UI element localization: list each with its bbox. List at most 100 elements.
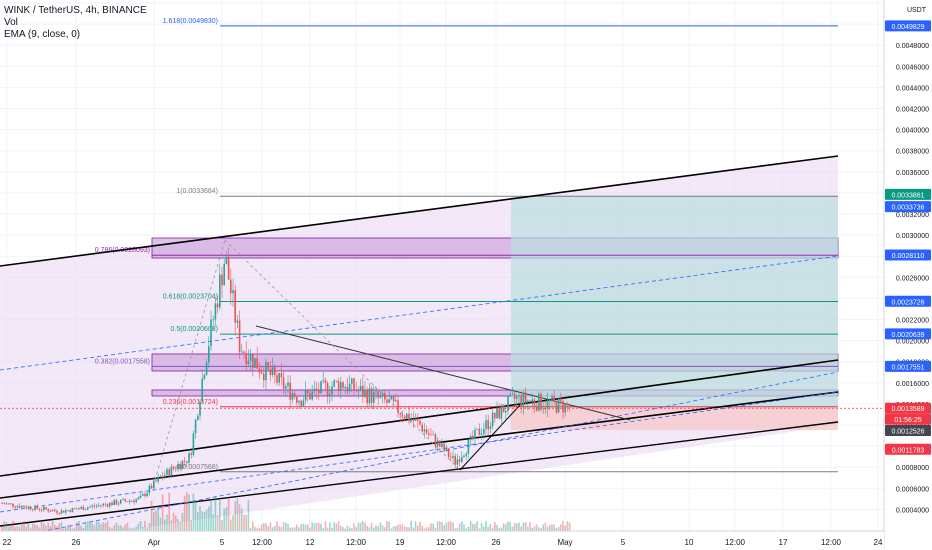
candle-body bbox=[252, 353, 254, 368]
volume-bar bbox=[203, 512, 206, 531]
candle-body bbox=[513, 393, 516, 399]
volume-bar bbox=[225, 507, 228, 531]
time-tick-label: Apr bbox=[148, 538, 161, 547]
time-tick-label: 5 bbox=[621, 538, 626, 547]
candle-body bbox=[549, 399, 551, 402]
volume-bar bbox=[408, 527, 410, 531]
candle-body bbox=[509, 394, 511, 397]
candle-body bbox=[291, 393, 294, 400]
volume-bar bbox=[183, 495, 186, 531]
candle-body bbox=[65, 510, 67, 513]
volume-bar bbox=[568, 522, 571, 531]
volume-bar bbox=[439, 521, 441, 531]
candle-body bbox=[348, 383, 351, 392]
candle-body bbox=[557, 398, 560, 413]
candle-body bbox=[278, 373, 280, 383]
candle-body bbox=[326, 382, 329, 396]
price-tick-label: 0.0046000 bbox=[896, 64, 929, 71]
candle-body bbox=[115, 500, 118, 505]
volume-bar bbox=[474, 523, 476, 531]
volume-bar bbox=[478, 528, 481, 531]
volume-bar bbox=[252, 521, 254, 531]
candle-body bbox=[128, 500, 131, 502]
volume-bar bbox=[366, 525, 368, 531]
volume-bar bbox=[199, 506, 201, 531]
volume-bar bbox=[238, 504, 241, 531]
time-tick-label: 10 bbox=[685, 538, 694, 547]
volume-bar bbox=[265, 523, 267, 531]
candle-body bbox=[82, 507, 85, 511]
volume-bar bbox=[208, 506, 210, 531]
candle-body bbox=[355, 390, 357, 392]
candle-body bbox=[555, 401, 558, 413]
candle-body bbox=[216, 303, 219, 308]
volume-bar bbox=[346, 525, 349, 531]
volume-bar bbox=[122, 527, 124, 531]
volume-bar bbox=[322, 528, 324, 531]
candle-body bbox=[139, 495, 142, 498]
price-label-text: 0.0033736 bbox=[891, 205, 924, 212]
volume-bar bbox=[467, 526, 470, 531]
symbol-title[interactable]: WINK / TetherUS, 4h, BINANCE bbox=[4, 5, 147, 16]
price-tick-label: 0.0042000 bbox=[896, 107, 929, 114]
candle-body bbox=[177, 464, 179, 470]
volume-bar bbox=[410, 520, 412, 531]
volume-bar bbox=[318, 522, 320, 531]
volume-indicator-label[interactable]: Vol bbox=[4, 17, 18, 28]
candle-body bbox=[87, 507, 89, 510]
volume-bar bbox=[421, 525, 423, 531]
candle-body bbox=[274, 367, 276, 376]
candle-body bbox=[568, 405, 571, 408]
volume-bar bbox=[428, 527, 430, 531]
price-label-bg bbox=[885, 413, 931, 425]
volume-bar bbox=[502, 523, 505, 531]
volume-bar bbox=[274, 525, 276, 531]
trend-line bbox=[0, 421, 839, 527]
volume-bar bbox=[267, 525, 269, 531]
candle-body bbox=[148, 485, 151, 493]
volume-bar bbox=[91, 523, 93, 531]
candle-body bbox=[390, 396, 393, 400]
volume-bar bbox=[234, 501, 236, 531]
candle-body bbox=[520, 395, 522, 407]
candle-body bbox=[126, 501, 129, 503]
volume-bar bbox=[494, 522, 496, 531]
candle-body bbox=[324, 380, 327, 383]
volume-bar bbox=[100, 524, 102, 531]
candle-body bbox=[91, 505, 93, 507]
time-tick-label: 24 bbox=[874, 538, 883, 547]
volume-bar bbox=[388, 521, 390, 531]
candle-body bbox=[267, 362, 269, 370]
volume-bar bbox=[263, 523, 265, 531]
price-label-text: 01:56:25 bbox=[894, 417, 921, 424]
volume-bar bbox=[67, 524, 69, 531]
candle-body bbox=[518, 395, 520, 397]
price-tick-label: 0.0020000 bbox=[896, 339, 929, 346]
candle-body bbox=[553, 396, 555, 402]
volume-bar bbox=[432, 523, 434, 531]
fib-level-label: 0.382(0.0017558) bbox=[95, 358, 150, 365]
price-label-bg bbox=[885, 443, 931, 455]
candle-body bbox=[153, 480, 155, 489]
volume-bar bbox=[298, 527, 300, 531]
price-label: 0.0017551 bbox=[885, 360, 931, 372]
candle-body bbox=[359, 385, 362, 391]
candle-body bbox=[51, 510, 54, 512]
volume-bar bbox=[113, 525, 115, 531]
volume-bar bbox=[333, 522, 335, 531]
ema-indicator-label[interactable]: EMA (9, close, 0) bbox=[4, 29, 81, 40]
volume-bar bbox=[56, 526, 58, 531]
candle-body bbox=[364, 389, 366, 397]
candle-body bbox=[73, 508, 76, 509]
volume-bar bbox=[375, 525, 377, 531]
candle-body bbox=[69, 510, 71, 513]
volume-bar bbox=[80, 525, 82, 531]
candle-body bbox=[56, 510, 58, 513]
volume-bar bbox=[34, 524, 36, 531]
volume-bar bbox=[10, 524, 12, 531]
candle-body bbox=[76, 508, 78, 510]
volume-bar bbox=[126, 522, 129, 531]
candle-body bbox=[183, 460, 186, 462]
trend-line bbox=[0, 391, 839, 513]
